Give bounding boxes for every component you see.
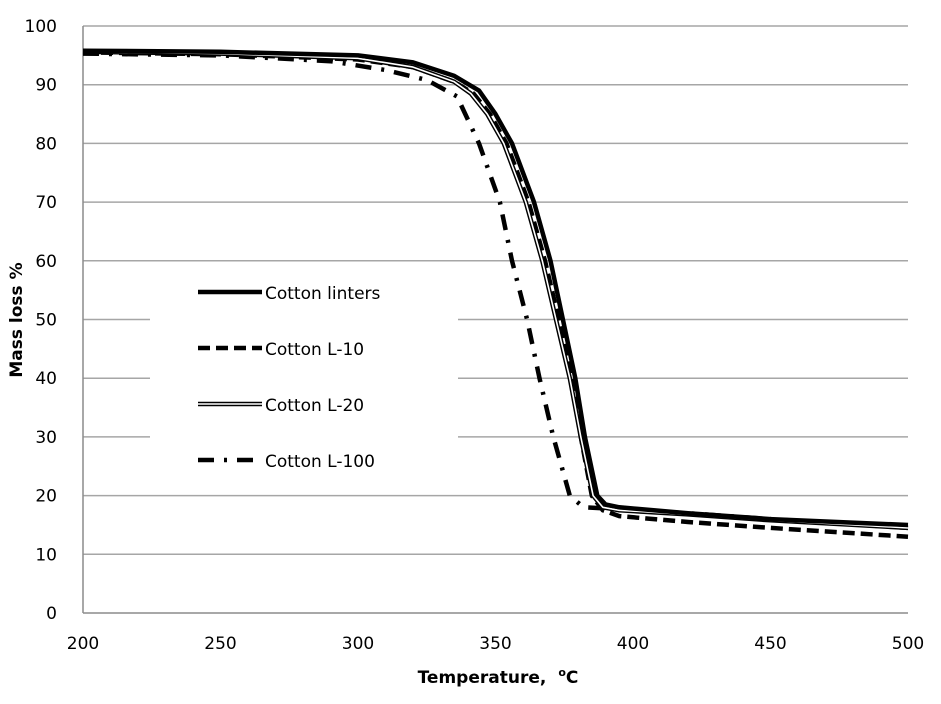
y-tick-labels: 0 10 20 30 40 50 60 70 80 90 100: [25, 17, 57, 624]
axes: [82, 26, 908, 614]
legend-label: Cotton linters: [265, 284, 381, 304]
legend-label: Cotton L-20: [265, 396, 364, 416]
x-tick-label: 500: [892, 634, 924, 654]
y-tick-label: 30: [35, 428, 57, 448]
y-tick-label: 100: [25, 17, 57, 37]
x-axis-label: Temperature, oC: [418, 666, 579, 688]
x-tick-label: 450: [754, 634, 786, 654]
y-tick-label: 70: [35, 193, 57, 213]
y-tick-label: 40: [35, 369, 57, 389]
legend-box: [150, 266, 458, 486]
y-tick-label: 0: [46, 604, 57, 624]
x-tick-label: 200: [67, 634, 99, 654]
y-tick-label: 60: [35, 252, 57, 272]
series-line-0: [82, 48, 909, 528]
y-tick-label: 80: [35, 134, 57, 154]
legend: Cotton linters Cotton L-10 Cotton L-20 Cott…: [150, 266, 458, 486]
legend-label: Cotton L-10: [265, 340, 364, 360]
series-lines: [82, 48, 909, 539]
x-axis-unit-superscript: o: [558, 666, 566, 679]
series-line-2-inner: [82, 51, 909, 529]
y-axis-label: Mass loss %: [7, 262, 27, 377]
x-tick-label: 250: [204, 634, 236, 654]
y-tick-label: 10: [35, 545, 57, 565]
y-tick-label: 90: [35, 76, 57, 96]
x-axis-label-text: Temperature,: [418, 668, 547, 688]
legend-label: Cotton L-100: [265, 452, 375, 472]
x-axis-unit: C: [566, 668, 578, 688]
y-tick-label: 50: [35, 311, 57, 331]
x-tick-label: 350: [479, 634, 511, 654]
y-tick-label: 20: [35, 487, 57, 507]
x-tick-labels: 200 250 300 350 400 450 500: [67, 634, 924, 654]
x-tick-label: 300: [342, 634, 374, 654]
x-tick-label: 400: [617, 634, 649, 654]
